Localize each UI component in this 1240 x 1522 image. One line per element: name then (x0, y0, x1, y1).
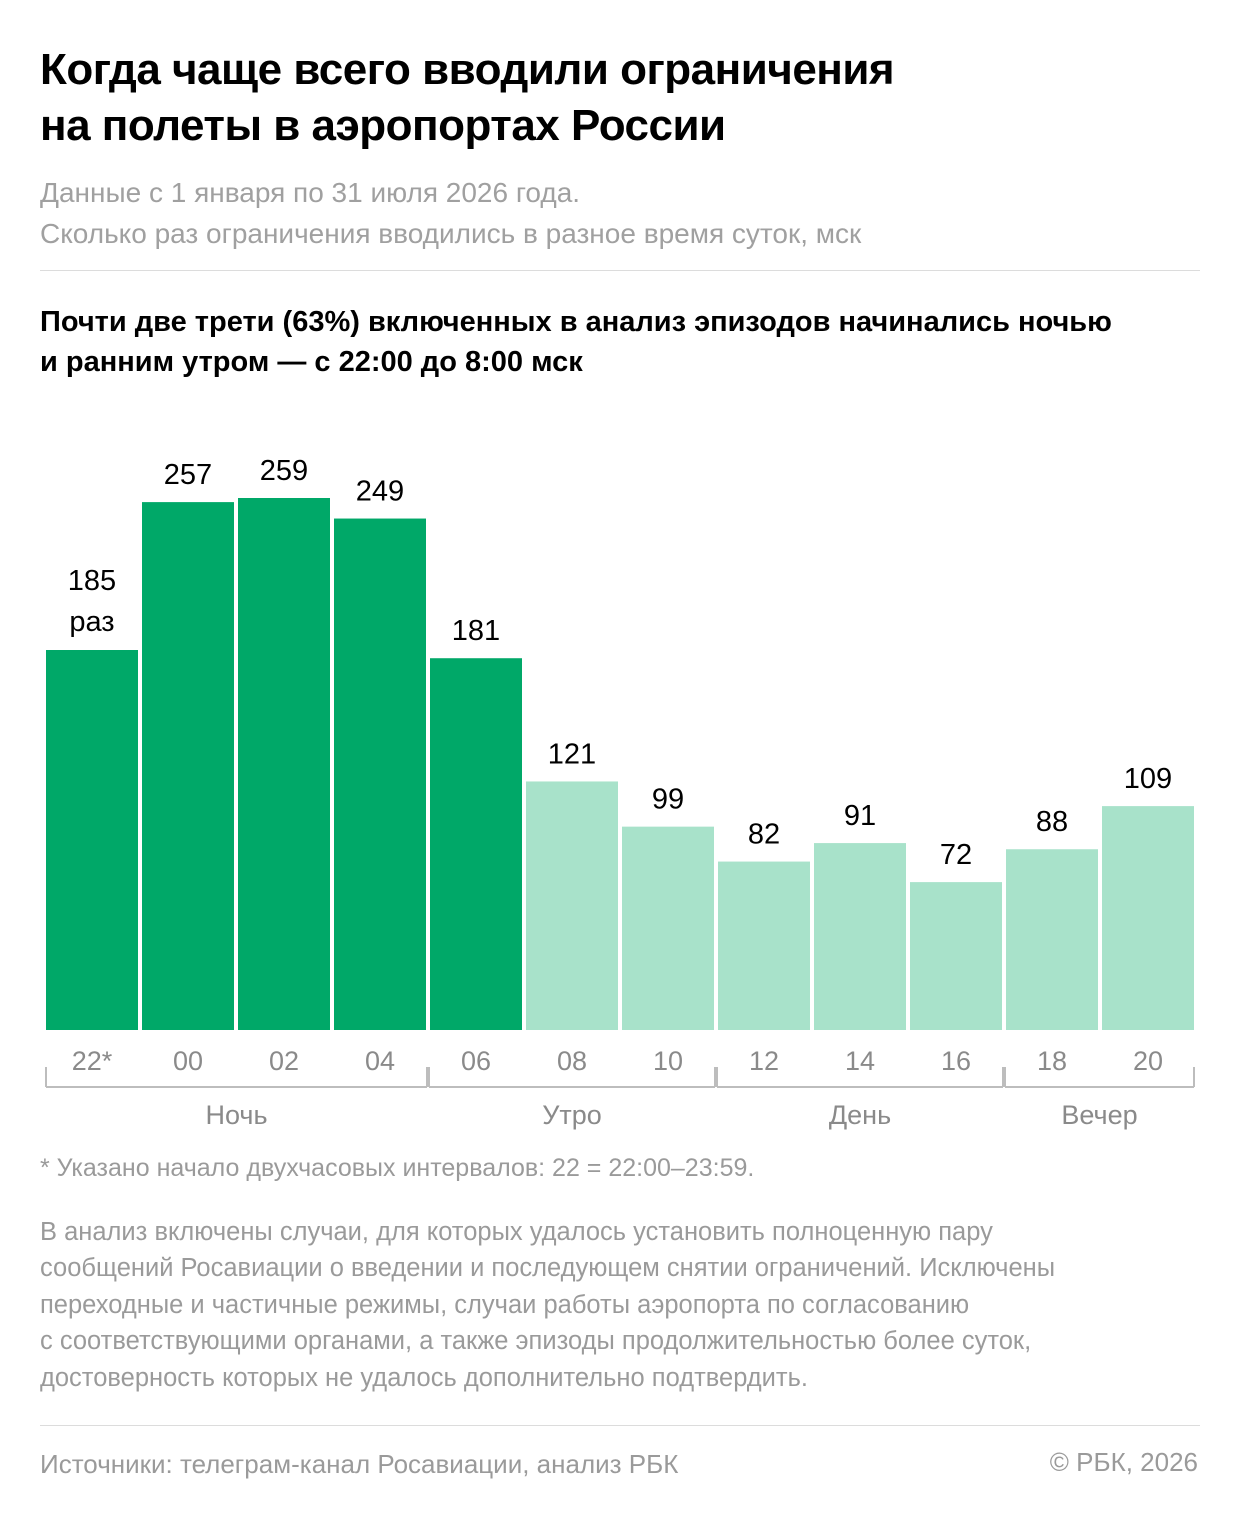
value-label: 121 (548, 738, 596, 770)
bar-14 (814, 843, 906, 1030)
x-tick-label: 06 (461, 1046, 491, 1076)
method-line: сообщений Росавиации о введении и послед… (40, 1254, 1056, 1283)
bar-06 (430, 658, 522, 1030)
subtitle-line-2: Сколько раз ограничения вводились в разн… (40, 218, 862, 249)
source-note: Источники: телеграм-канал Росавиации, ан… (40, 1449, 679, 1479)
x-tick-label: 10 (653, 1046, 683, 1076)
methodology-note: В анализ включены случаи, для которых уд… (40, 1214, 1215, 1396)
method-line: с соответствующими органами, а также эпи… (40, 1327, 1032, 1356)
bar-10 (622, 826, 714, 1030)
bar-18 (1006, 849, 1098, 1030)
value-label: 82 (748, 819, 780, 851)
group-label: Вечер (1061, 1100, 1137, 1130)
value-label: 91 (844, 800, 876, 832)
lead-line-2: и ранним утром — с 22:00 до 8:00 мск (40, 346, 583, 378)
footnote: * Указано начало двухчасовых интервалов:… (40, 1154, 755, 1182)
x-tick-label: 02 (269, 1046, 299, 1076)
lead-text: Почти две трети (63%) включенных в анали… (40, 302, 1210, 382)
bar-08 (526, 781, 618, 1030)
bar-22 (46, 650, 138, 1030)
x-tick-label: 00 (173, 1046, 203, 1076)
bar-20 (1102, 806, 1194, 1030)
method-line: достоверность которых не удалось дополни… (40, 1363, 808, 1392)
group-label: День (829, 1100, 891, 1130)
value-label: 99 (652, 784, 684, 816)
top-divider (40, 270, 1200, 271)
x-tick-label: 12 (749, 1046, 779, 1076)
value-label: 259 (260, 455, 308, 487)
method-line: переходные и частичные режимы, случаи ра… (40, 1290, 970, 1319)
x-tick-label: 20 (1133, 1046, 1163, 1076)
x-tick-label: 18 (1037, 1046, 1067, 1076)
x-tick-label: 16 (941, 1046, 971, 1076)
copyright: © РБК, 2026 (1049, 1447, 1198, 1477)
value-label: 185 (68, 565, 116, 597)
bar-04 (334, 518, 426, 1030)
lead-line-1: Почти две трети (63%) включенных в анали… (40, 306, 1112, 338)
method-line: В анализ включены случаи, для которых уд… (40, 1218, 993, 1246)
unit-label: раз (69, 606, 114, 638)
chart-title: Когда чаще всего вводили ограничения на … (40, 42, 1200, 154)
value-label: 181 (452, 615, 500, 647)
x-tick-label: 22* (72, 1046, 113, 1076)
bar-02 (238, 498, 330, 1030)
bar-12 (718, 861, 810, 1030)
group-label: Утро (542, 1100, 602, 1130)
chart-subtitle: Данные с 1 января по 31 июля 2026 года. … (40, 172, 1200, 254)
value-label: 72 (940, 839, 972, 871)
bar-00 (142, 502, 234, 1030)
x-tick-label: 04 (365, 1046, 395, 1076)
bar-chart: 185 раз 22* 257 00 259 02 249 04 181 06 121 08 99 10 82… (45, 455, 1195, 1130)
bottom-divider (40, 1425, 1200, 1426)
value-label: 249 (356, 476, 404, 508)
title-line-2: на полеты в аэропортах России (40, 101, 726, 150)
value-label: 257 (164, 459, 212, 491)
title-line-1: Когда чаще всего вводили ограничения (40, 45, 895, 94)
subtitle-line-1: Данные с 1 января по 31 июля 2026 года. (40, 177, 581, 208)
x-tick-label: 14 (845, 1046, 875, 1076)
x-tick-label: 08 (557, 1046, 587, 1076)
bar-16 (910, 882, 1002, 1030)
value-label: 88 (1036, 806, 1068, 838)
group-label: Ночь (205, 1100, 267, 1130)
value-label: 109 (1124, 763, 1172, 795)
